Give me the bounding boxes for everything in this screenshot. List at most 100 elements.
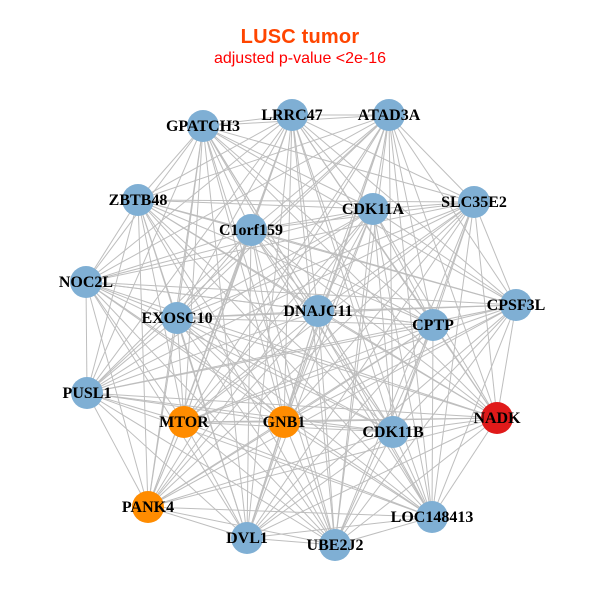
edge-CDK11B-PANK4: [147, 431, 394, 508]
node-LRRC47: [276, 99, 308, 131]
edge-LRRC47-CPSF3L: [291, 114, 517, 306]
edge-EXOSC10-PANK4: [147, 317, 178, 508]
edge-CPTP-DVL1: [246, 324, 434, 539]
edge-ZBTB48-CPTP: [137, 199, 434, 326]
edge-SLC35E2-PUSL1: [86, 201, 475, 394]
edge-SLC35E2-GNB1: [283, 201, 475, 423]
edge-CDK11A-DVL1: [246, 208, 374, 539]
edge-UBE2J2-LOC148413: [334, 516, 433, 546]
node-GNB1: [268, 406, 300, 438]
edge-CDK11A-MTOR: [183, 208, 374, 423]
node-DNAJC11: [302, 295, 334, 327]
edge-SLC35E2-CPSF3L: [473, 201, 517, 306]
edge-DVL1-LOC148413: [246, 516, 433, 539]
edge-ATAD3A-PANK4: [147, 114, 390, 508]
node-label-NOC2L: NOC2L: [59, 274, 113, 291]
edge-EXOSC10-CDK11B: [176, 317, 394, 433]
edge-PUSL1-LOC148413: [86, 392, 433, 518]
edge-C1orf159-DVL1: [246, 229, 252, 539]
edge-NOC2L-CPSF3L: [85, 281, 517, 306]
edge-CDK11A-CPTP: [372, 208, 434, 326]
edge-LRRC47-ZBTB48: [137, 114, 293, 201]
edge-NADK-PANK4: [147, 417, 498, 508]
node-label-CDK11A: CDK11A: [342, 201, 405, 218]
edge-ATAD3A-ZBTB48: [137, 114, 390, 201]
edge-DNAJC11-NADK: [317, 310, 498, 419]
node-label-CDK11B: CDK11B: [362, 424, 424, 441]
edge-MTOR-UBE2J2: [183, 421, 336, 546]
edge-EXOSC10-MTOR: [176, 317, 185, 423]
node-label-CPSF3L: CPSF3L: [487, 297, 546, 314]
edge-C1orf159-NADK: [250, 229, 498, 419]
edge-LRRC47-PUSL1: [86, 114, 293, 394]
node-PUSL1: [71, 377, 103, 409]
edge-PANK4-LOC148413: [147, 506, 433, 518]
edge-CPSF3L-NADK: [496, 304, 517, 419]
edge-NADK-UBE2J2: [334, 417, 498, 546]
edge-ATAD3A-PUSL1: [86, 114, 390, 394]
node-PANK4: [132, 491, 164, 523]
node-label-NADK: NADK: [473, 410, 521, 427]
edge-EXOSC10-LOC148413: [176, 317, 433, 518]
edge-CDK11A-DNAJC11: [317, 208, 374, 312]
edge-ATAD3A-CDK11B: [388, 114, 394, 433]
edge-ZBTB48-GNB1: [137, 199, 285, 423]
node-label-PUSL1: PUSL1: [63, 385, 112, 402]
edge-GPATCH3-CPTP: [202, 125, 434, 326]
edge-C1orf159-UBE2J2: [250, 229, 336, 546]
edge-CDK11A-SLC35E2: [372, 201, 475, 210]
edge-PUSL1-PANK4: [86, 392, 149, 508]
edge-DNAJC11-UBE2J2: [317, 310, 336, 546]
edge-EXOSC10-DNAJC11: [176, 310, 319, 319]
edge-PANK4-DVL1: [147, 506, 248, 539]
edge-LRRC47-SLC35E2: [291, 114, 475, 203]
node-NADK: [481, 402, 513, 434]
edge-EXOSC10-UBE2J2: [176, 317, 336, 546]
edge-C1orf159-DNAJC11: [250, 229, 319, 312]
edge-GPATCH3-ZBTB48: [137, 125, 204, 201]
edge-ATAD3A-C1orf159: [250, 114, 390, 231]
edge-EXOSC10-GNB1: [176, 317, 285, 423]
edge-DNAJC11-LOC148413: [317, 310, 433, 518]
node-label-GNB1: GNB1: [263, 414, 306, 431]
edge-LRRC47-DNAJC11: [291, 114, 319, 312]
edge-C1orf159-CDK11B: [250, 229, 394, 433]
edge-ATAD3A-DNAJC11: [317, 114, 390, 312]
edge-NOC2L-DVL1: [85, 281, 248, 539]
edge-CPSF3L-DNAJC11: [317, 304, 517, 312]
edge-GNB1-CDK11B: [283, 421, 394, 433]
chart-title: LUSC tumor: [240, 26, 360, 48]
edge-EXOSC10-NADK: [176, 317, 498, 419]
node-EXOSC10: [161, 302, 193, 334]
edge-ATAD3A-CPTP: [388, 114, 434, 326]
edge-CDK11B-NADK: [392, 417, 498, 433]
edge-ZBTB48-NOC2L: [85, 199, 139, 283]
node-NOC2L: [70, 266, 102, 298]
node-SLC35E2: [458, 186, 490, 218]
edge-ZBTB48-SLC35E2: [137, 199, 475, 203]
node-LOC148413: [416, 501, 448, 533]
edge-GPATCH3-C1orf159: [202, 125, 252, 231]
edge-NOC2L-PUSL1: [85, 281, 88, 394]
node-label-SLC35E2: SLC35E2: [441, 194, 507, 211]
edge-CPSF3L-CDK11B: [392, 304, 517, 433]
edge-CDK11A-PUSL1: [86, 208, 374, 394]
edge-DNAJC11-CDK11B: [317, 310, 394, 433]
node-label-CPTP: CPTP: [412, 317, 454, 334]
edge-PUSL1-UBE2J2: [86, 392, 336, 546]
edge-ZBTB48-CDK11A: [137, 199, 374, 210]
node-layer: [70, 99, 532, 561]
edge-SLC35E2-DVL1: [246, 201, 475, 539]
edge-layer: [85, 114, 517, 546]
node-label-C1orf159: C1orf159: [219, 222, 283, 239]
chart-titles: LUSC tumor adjusted p-value <2e-16: [0, 26, 600, 68]
edge-PUSL1-MTOR: [86, 392, 185, 423]
chart-subtitle: adjusted p-value <2e-16: [213, 50, 387, 67]
node-ATAD3A: [373, 99, 405, 131]
node-label-ZBTB48: ZBTB48: [109, 192, 168, 209]
edge-CPTP-NADK: [432, 324, 498, 419]
edge-CPSF3L-UBE2J2: [334, 304, 517, 546]
edge-CPTP-LOC148413: [431, 324, 434, 518]
node-label-MTOR: MTOR: [159, 414, 209, 431]
